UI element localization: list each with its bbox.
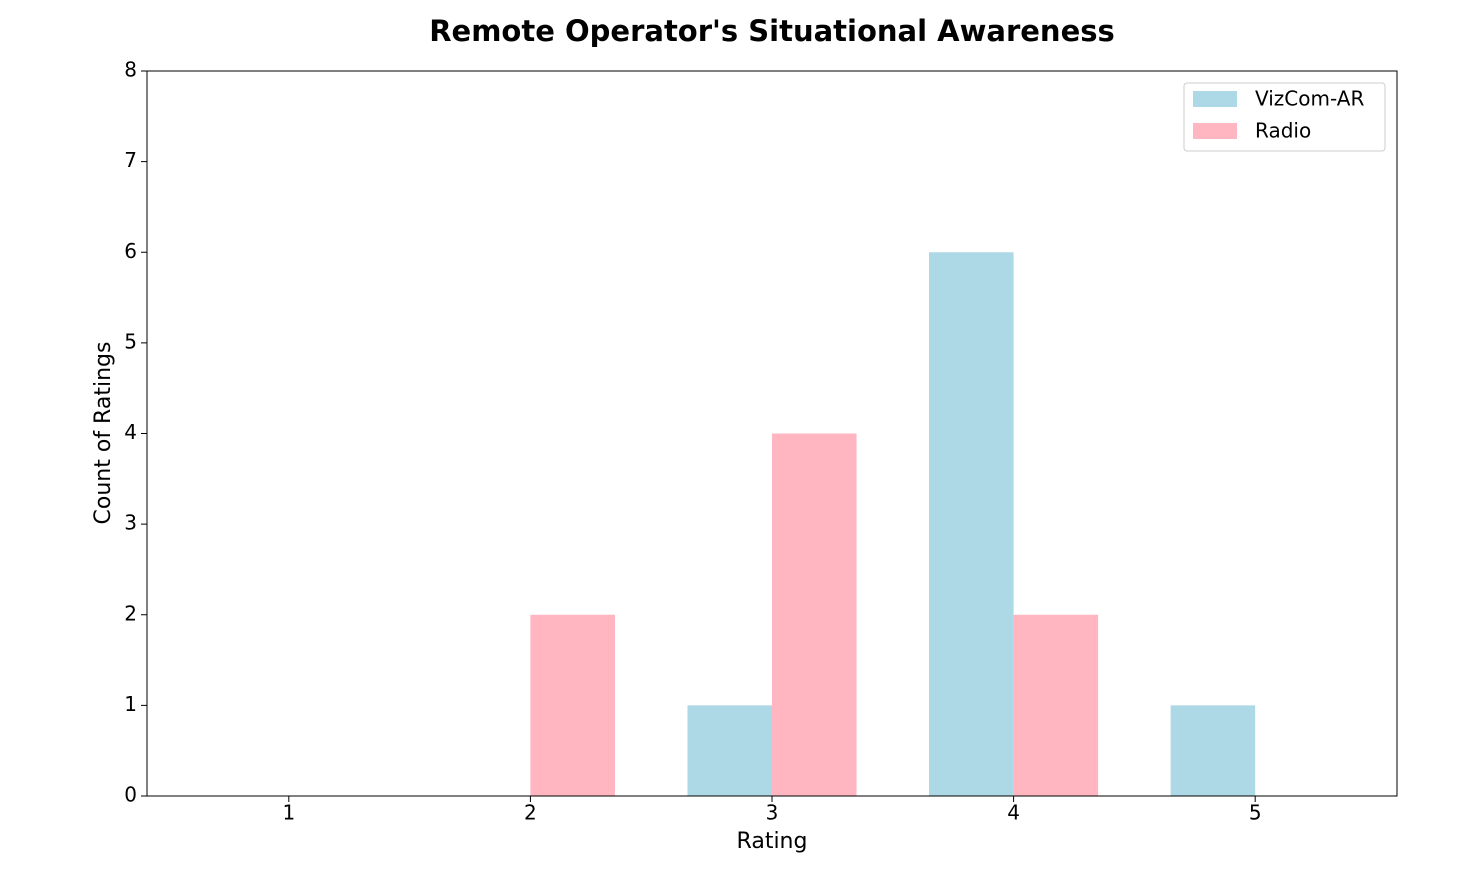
y-axis-label: Count of Ratings xyxy=(91,342,116,525)
legend-swatch xyxy=(1193,91,1237,107)
y-tick-label: 0 xyxy=(124,783,137,807)
y-tick-label: 7 xyxy=(124,148,137,172)
bar xyxy=(929,252,1014,796)
x-tick-label: 3 xyxy=(766,801,779,825)
y-tick-label: 1 xyxy=(124,692,137,716)
x-tick-label: 4 xyxy=(1007,801,1020,825)
x-tick-label: 2 xyxy=(524,801,537,825)
bar xyxy=(1013,614,1099,796)
legend-label: Radio xyxy=(1255,119,1311,143)
x-axis-label: Rating xyxy=(737,829,808,854)
y-tick-label: 6 xyxy=(124,239,137,263)
chart-title: Remote Operator's Situational Awareness xyxy=(429,14,1115,48)
y-tick-label: 8 xyxy=(124,58,137,82)
bar xyxy=(530,614,615,796)
bar xyxy=(687,705,772,796)
y-tick-label: 4 xyxy=(124,420,137,444)
y-tick-label: 2 xyxy=(124,601,137,625)
x-tick-label: 1 xyxy=(282,801,295,825)
bar xyxy=(772,433,857,796)
legend-label: VizCom-AR xyxy=(1255,87,1364,111)
y-tick-label: 5 xyxy=(124,329,137,353)
legend-swatch xyxy=(1193,123,1237,139)
y-tick-label: 3 xyxy=(124,511,137,535)
x-tick-label: 5 xyxy=(1249,801,1262,825)
bar xyxy=(1170,705,1256,796)
